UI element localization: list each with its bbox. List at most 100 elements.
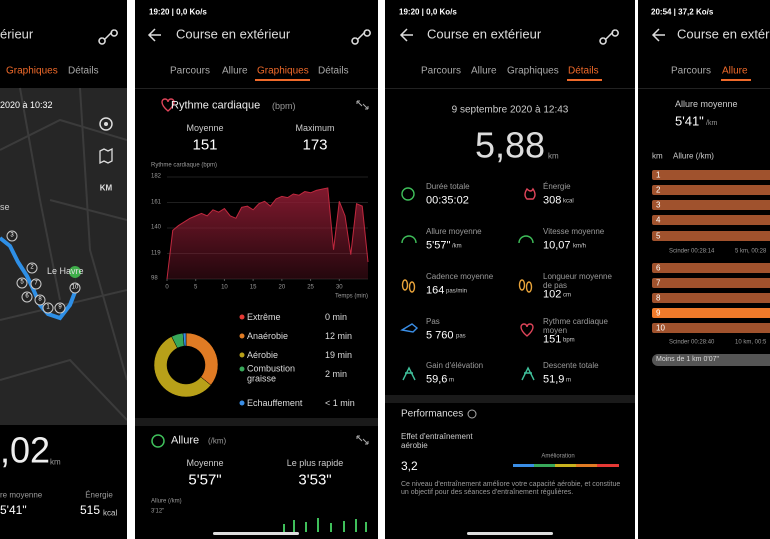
value: 5'57": [188, 471, 222, 489]
label: re moyenne: [0, 490, 43, 500]
km-number: 1: [656, 170, 661, 180]
metric-label: Allure moyenne: [426, 227, 482, 236]
tab[interactable]: Graphiques: [507, 65, 559, 77]
back-arrow[interactable]: [651, 28, 665, 42]
unit: km: [548, 151, 559, 161]
route-marker: [42, 302, 54, 314]
effect-scale: [513, 464, 619, 467]
separator: [135, 88, 378, 89]
unit: kcal: [103, 508, 118, 518]
unit: m: [449, 377, 454, 384]
split-label: Scinder 00:28:14: [669, 248, 715, 255]
home-indicator[interactable]: [213, 532, 299, 535]
value: 3'53": [298, 471, 332, 489]
metric-value: 308: [543, 194, 562, 207]
value: 5'41": [0, 503, 27, 518]
y-tick-label: 3'12": [151, 508, 165, 515]
marker-number: 8: [38, 296, 42, 303]
map[interactable]: [0, 88, 127, 425]
chart-label: Allure (/km): [151, 498, 182, 505]
tab[interactable]: Allure: [222, 65, 248, 77]
tab[interactable]: Allure: [722, 65, 748, 77]
km-number: 2: [656, 185, 661, 195]
zone-name: Anaérobie: [247, 330, 289, 341]
metric-value: 00:35:02: [426, 194, 469, 207]
y-tick-label: 182: [151, 173, 162, 180]
unit: pas: [456, 333, 466, 340]
expand-icon[interactable]: [356, 100, 369, 110]
info-icon[interactable]: [467, 409, 477, 419]
zone-segment: [185, 332, 219, 386]
x-tick-label: 25: [307, 284, 314, 291]
tab[interactable]: Parcours: [421, 65, 462, 77]
metric-label: Énergie: [543, 182, 571, 191]
map-icon[interactable]: [99, 147, 113, 165]
back-arrow[interactable]: [147, 28, 161, 42]
label: Maximum: [295, 122, 335, 133]
home-indicator[interactable]: [467, 532, 553, 535]
zone-dot: [239, 352, 245, 358]
phone-screen: érieur Graphiques Détails 2020 à 10:32 KM se L…: [0, 0, 127, 539]
value: 173: [302, 136, 328, 154]
value: 151: [192, 136, 218, 154]
route-icon[interactable]: [98, 29, 118, 45]
metric-label: Durée totale: [426, 182, 470, 191]
label: Effet d'entraînement aérobie: [401, 432, 473, 451]
remainder-bar: [652, 354, 770, 366]
label: Moyenne: [186, 122, 224, 133]
label: Amélioration: [541, 453, 575, 460]
metric-value: 51,9: [543, 373, 565, 386]
route-icon[interactable]: [599, 29, 619, 45]
end-pin: [69, 266, 82, 290]
metric-label: Pas: [426, 317, 440, 326]
tab[interactable]: Parcours: [671, 65, 712, 77]
distance: ,02: [0, 429, 51, 471]
x-tick-label: 20: [278, 284, 286, 291]
screen-graphics: [385, 28, 635, 535]
tab[interactable]: Graphiques: [257, 65, 309, 77]
back-arrow[interactable]: [399, 28, 413, 42]
x-tick-label: 10: [221, 284, 228, 291]
route-icon[interactable]: [351, 29, 371, 45]
locate-icon[interactable]: [99, 117, 113, 131]
tab[interactable]: Détails: [68, 65, 99, 77]
map-button[interactable]: KM: [99, 183, 113, 193]
metric-icons: [400, 187, 536, 381]
km-number: 6: [656, 263, 661, 273]
tab[interactable]: Allure: [471, 65, 497, 77]
distance: 5,88: [474, 124, 546, 166]
metric-value: 5 760: [426, 329, 454, 342]
tab[interactable]: Détails: [318, 65, 349, 77]
km-number: 5: [656, 231, 661, 241]
zone-name: Combustion graisse: [247, 363, 296, 384]
heart-icon: [161, 98, 175, 112]
x-tick-label: 30: [335, 284, 343, 291]
marker-number: 10: [71, 284, 79, 291]
tab[interactable]: Détails: [568, 65, 599, 77]
route-marker: [54, 302, 66, 314]
status-bar: 19:20 | 0,0 Ko/s: [399, 7, 457, 17]
tab[interactable]: Graphiques: [6, 65, 58, 77]
metric-label: Gain d'élévation: [426, 361, 484, 370]
pace-icon: [151, 434, 165, 448]
split-total: 5 km, 00:28: [735, 248, 767, 255]
km-number: 3: [656, 200, 661, 210]
status-bar: 20:54 | 37,2 Ko/s: [651, 7, 714, 17]
zone-time: 19 min: [325, 349, 353, 360]
y-tick-label: 140: [151, 224, 162, 231]
metric-value: 102: [543, 288, 562, 301]
tab[interactable]: Parcours: [170, 65, 211, 77]
x-tick-label: 5: [194, 284, 198, 291]
expand-icon[interactable]: [356, 435, 369, 445]
map-label: se: [0, 201, 10, 212]
unit: bpm: [563, 337, 575, 344]
x-tick-label: 15: [249, 284, 257, 291]
column-header: km: [652, 151, 663, 161]
section-divider: [135, 418, 378, 426]
remainder-label: Moins de 1 km 0'07": [656, 355, 719, 363]
metric-value: 10,07: [543, 239, 571, 252]
date: 2020 à 10:32: [0, 99, 53, 110]
screen-title: Course en extérieur: [176, 26, 291, 42]
route-marker: [21, 291, 33, 303]
